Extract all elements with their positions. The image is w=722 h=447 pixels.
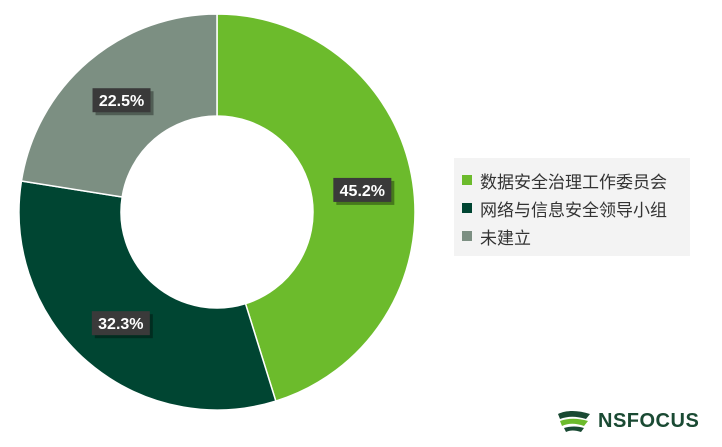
- data-label-box: [91, 311, 150, 336]
- data-label-text: 22.5%: [99, 93, 144, 110]
- data-label-box: [333, 177, 392, 202]
- nsfocus-logo: NSFOCUS: [556, 408, 699, 434]
- nsfocus-logo-text: NSFOCUS: [598, 409, 700, 432]
- legend-label-not-established: 未建立: [480, 228, 531, 249]
- legend-swatch-network-security: [462, 203, 472, 213]
- nsfocus-logo-icon: [558, 411, 590, 432]
- chart-legend: 数据安全治理工作委员会 网络与信息安全领导小组 未建立: [454, 158, 690, 256]
- data-label-box: [92, 88, 151, 113]
- donut-slice-data-governance: [216, 13, 416, 403]
- data-label-text: 45.2%: [340, 183, 385, 200]
- legend-swatch-not-established: [462, 231, 472, 241]
- data-label-network-security: 32.3%: [91, 311, 153, 339]
- data-label-text: 32.3%: [98, 316, 143, 333]
- data-label-data-governance: 45.2%: [333, 177, 395, 205]
- legend-item-data-governance: 数据安全治理工作委员会: [462, 166, 690, 194]
- donut-slice-network-security: [18, 180, 277, 411]
- legend-item-network-security: 网络与信息安全领导小组: [462, 194, 690, 222]
- data-label-not-established: 22.5%: [92, 88, 154, 116]
- legend-label-network-security: 网络与信息安全领导小组: [480, 200, 667, 221]
- legend-item-not-established: 未建立: [462, 222, 690, 250]
- legend-swatch-data-governance: [462, 175, 472, 185]
- legend-label-data-governance: 数据安全治理工作委员会: [480, 172, 667, 193]
